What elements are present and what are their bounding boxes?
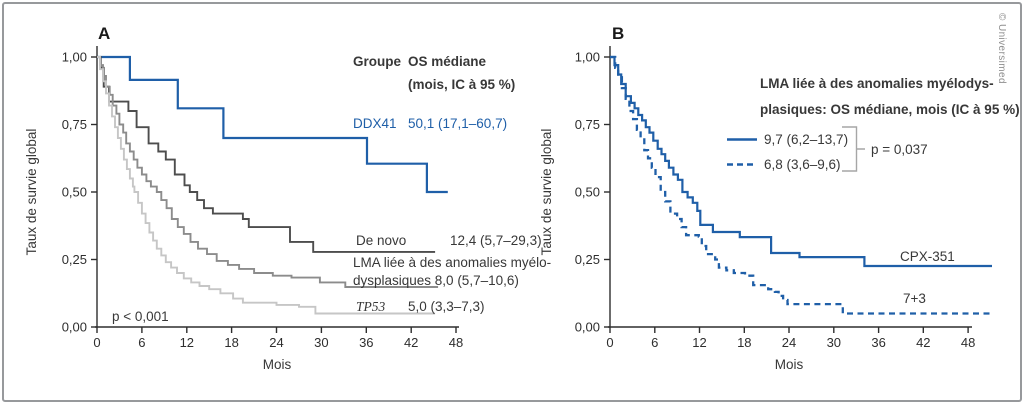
x-tick-label: 12 [180, 335, 194, 350]
panel-a-plot: 0,00 0,25 0,50 0,75 1,00 0 6 12 18 24 30 36 42 48 [62, 46, 463, 350]
km-curve-ddx41 [97, 55, 448, 194]
x-tick-label: 48 [961, 335, 975, 350]
panel-b-legend-title-line1: LMA liée à des anomalies myélodys- [760, 76, 994, 91]
panel-a-legend-lma-line2: dysplasiques 8,0 (5,7–10,6) [353, 273, 519, 288]
x-tick-label: 36 [359, 335, 373, 350]
y-tick-label: 0,75 [575, 117, 600, 132]
km-curve-seven-plus-three [610, 55, 992, 315]
copyright-credit: © Universimed [996, 13, 1007, 84]
panel-b-p-value: p = 0,037 [871, 142, 928, 157]
x-tick-label: 24 [782, 335, 796, 350]
panel-a-legend-header-group: Groupe [353, 54, 401, 69]
x-tick-label: 0 [606, 335, 613, 350]
panel-a-y-axis-title: Taux de survie global [24, 129, 39, 256]
x-tick-label: 6 [651, 335, 658, 350]
x-tick-label: 18 [224, 335, 238, 350]
x-tick-label: 0 [93, 335, 100, 350]
panel-b-label: B [612, 24, 624, 43]
panel-b-7plus3-curve-label: 7+3 [903, 291, 926, 306]
panel-a-legend-denovo-value: 12,4 (5,7–29,3) [450, 233, 542, 248]
panel-b-legend-solid-value: 9,7 (6,2–13,7) [764, 132, 848, 147]
panel-a-label: A [98, 24, 110, 43]
panel-b-legend-title-line2: plasiques: OS médiane, mois (IC à 95 %) [760, 102, 1020, 117]
y-tick-label: 0,25 [575, 252, 600, 267]
panel-b-cpx351-curve-label: CPX-351 [900, 249, 955, 264]
panel-b-y-axis-title: Taux de survie global [539, 129, 554, 256]
panel-b-x-axis-title: Mois [775, 357, 804, 372]
panel-b-legend-dashed-value: 6,8 (3,6–9,6) [764, 157, 841, 172]
x-tick-label: 12 [692, 335, 706, 350]
km-curve-tp53 [97, 56, 436, 315]
x-tick-label: 48 [449, 335, 463, 350]
x-tick-label: 42 [404, 335, 418, 350]
panel-a-legend-tp53-name: TP53 [356, 299, 386, 314]
panel-a: 0,00 0,25 0,50 0,75 1,00 0 6 12 18 24 30 36 42 48 A T… [24, 24, 551, 372]
panel-a-x-axis-title: Mois [263, 357, 292, 372]
y-tick-label: 0,00 [575, 320, 600, 335]
y-tick-label: 0,75 [62, 117, 87, 132]
panel-b-p-bracket [842, 126, 865, 172]
x-tick-label: 18 [737, 335, 751, 350]
panel-a-p-value: p < 0,001 [112, 309, 169, 324]
x-tick-label: 36 [871, 335, 885, 350]
panel-a-legend-header-os-units: (mois, IC à 95 %) [408, 77, 515, 92]
panel-a-legend-header-os: OS médiane [408, 54, 487, 69]
y-tick-label: 0,50 [62, 185, 87, 200]
km-curve-lma-mrc [97, 56, 439, 288]
y-tick-label: 0,00 [62, 320, 87, 335]
y-tick-label: 0,50 [575, 185, 600, 200]
x-tick-label: 24 [269, 335, 283, 350]
panel-a-legend-lma-line1: LMA liée à des anomalies myélo- [353, 255, 551, 270]
x-tick-label: 42 [916, 335, 930, 350]
y-tick-label: 1,00 [575, 50, 600, 65]
panel-a-legend-ddx41-value: 50,1 (17,1–60,7) [408, 116, 507, 131]
x-tick-label: 30 [827, 335, 841, 350]
x-tick-label: 6 [138, 335, 145, 350]
panel-b-plot: 0,00 0,25 0,50 0,75 1,00 0 6 12 18 24 30 36 42 48 [575, 46, 992, 350]
panel-a-legend-ddx41-name: DDX41 [353, 116, 397, 131]
x-tick-label: 30 [314, 335, 328, 350]
km-curve-cpx-351 [610, 55, 992, 268]
y-tick-label: 1,00 [62, 50, 87, 65]
y-tick-label: 0,25 [62, 252, 87, 267]
panel-b: 0,00 0,25 0,50 0,75 1,00 0 6 12 18 24 30 36 42 48 B T… [539, 24, 1020, 372]
panel-a-legend-tp53-value: 5,0 (3,3–7,3) [408, 299, 485, 314]
panel-a-legend-denovo-name: De novo [356, 233, 406, 248]
